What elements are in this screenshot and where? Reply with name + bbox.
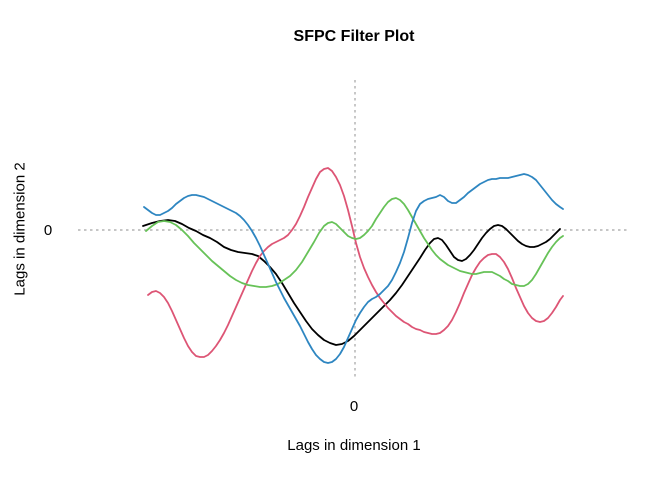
- filter-curve-red: [147, 167, 564, 358]
- plot-title: SFPC Filter Plot: [293, 28, 415, 45]
- x-axis-label: Lags in dimension 1: [287, 437, 421, 454]
- filter-curve-black: [142, 219, 561, 346]
- x-tick-label-zero: 0: [349, 398, 359, 415]
- y-tick-label-zero: 0: [43, 222, 53, 239]
- filter-curve-green: [145, 197, 564, 288]
- y-axis-label: Lags in dimension 2: [11, 162, 29, 296]
- filter-curve-blue: [143, 173, 564, 364]
